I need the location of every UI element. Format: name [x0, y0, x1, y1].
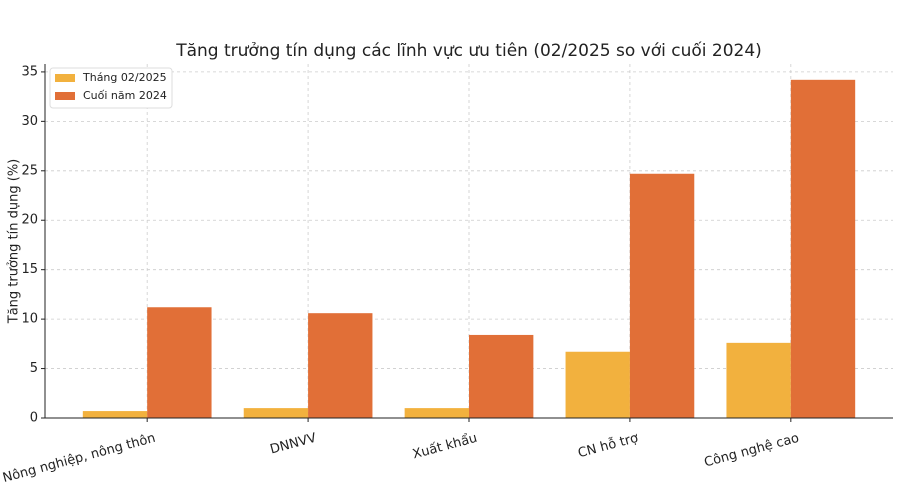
x-tick-label: Nông nghiệp, nông thôn [1, 431, 157, 486]
x-tick-label: Công nghệ cao [703, 431, 801, 471]
legend-swatch [55, 92, 75, 100]
legend-swatch [55, 74, 75, 82]
legend-label: Tháng 02/2025 [82, 71, 167, 84]
y-tick-label: 25 [21, 163, 38, 178]
y-tick-label: 5 [30, 361, 38, 376]
y-tick-label: 0 [30, 411, 38, 426]
bar [565, 351, 630, 418]
bar [629, 173, 695, 418]
bar [726, 342, 791, 418]
x-tick-label: CN hỗ trợ [576, 431, 639, 461]
bar [404, 408, 469, 418]
bar [790, 79, 856, 418]
legend-box [49, 67, 173, 109]
y-tick-label: 15 [21, 262, 38, 277]
bar [147, 307, 212, 418]
y-axis-label: Tăng trưởng tín dụng (%) [7, 159, 22, 324]
y-tick-label: 10 [21, 312, 38, 327]
legend: Tháng 02/2025 Cuối năm 2024 [49, 67, 173, 109]
bar [469, 334, 534, 418]
x-tick-label: Xuất khẩu [411, 431, 479, 463]
x-tick-label: DNNVV [269, 431, 319, 458]
y-tick-label: 20 [21, 213, 38, 228]
y-tick-label: 35 [21, 64, 38, 79]
legend-label: Cuối năm 2024 [83, 89, 167, 102]
y-tick-label: 30 [21, 114, 38, 129]
bar [82, 411, 148, 418]
chart-title: Tăng trưởng tín dụng các lĩnh vực ưu tiê… [175, 40, 762, 61]
bar [243, 408, 309, 418]
bar [308, 313, 373, 418]
